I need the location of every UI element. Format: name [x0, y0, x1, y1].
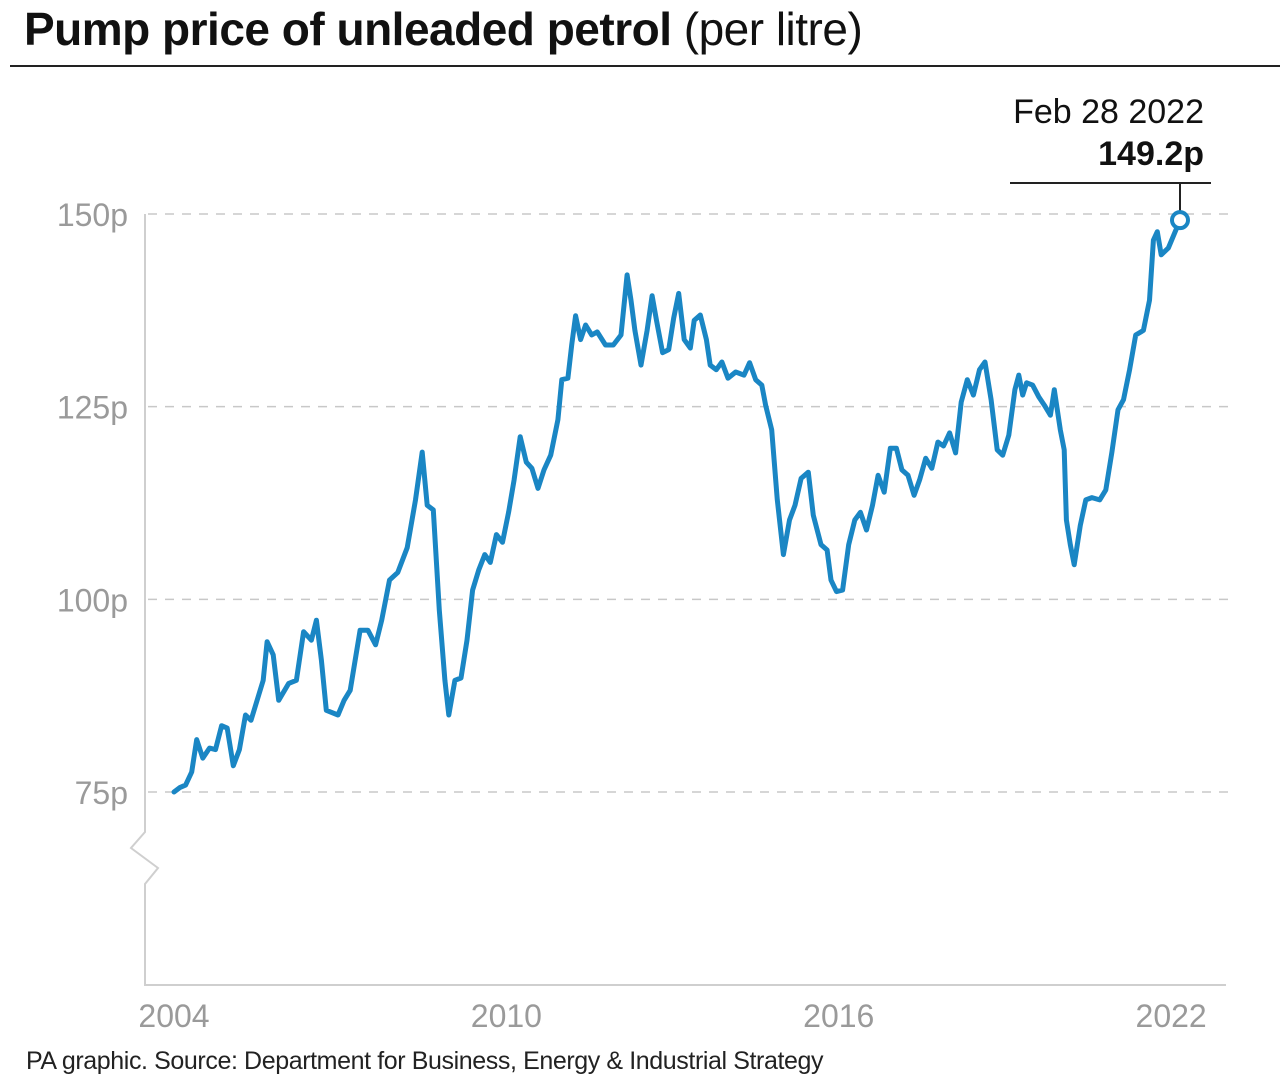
source-note: PA graphic. Source: Department for Busin… — [26, 1047, 824, 1075]
x-tick-label: 2004 — [138, 998, 209, 1034]
title-rule — [10, 65, 1280, 67]
annotation-marker — [1170, 210, 1190, 231]
x-tick-labels: 2004 2010 2016 2022 — [138, 998, 1206, 1034]
x-tick-label: 2016 — [803, 998, 874, 1034]
axes — [129, 214, 1226, 986]
x-tick-label: 2022 — [1136, 998, 1207, 1034]
y-tick-label: 125p — [57, 390, 128, 426]
chart-title: Pump price of unleaded petrol (per litre… — [24, 2, 863, 56]
chart-title-main: Pump price of unleaded petrol — [24, 3, 672, 55]
x-tick-label: 2010 — [471, 998, 542, 1034]
annotation: Feb 28 2022 149.2p — [1010, 93, 1211, 231]
annotation-date: Feb 28 2022 — [1013, 93, 1204, 131]
chart-title-sub: (per litre) — [683, 3, 863, 55]
series-line — [171, 217, 1183, 795]
y-tick-label: 150p — [57, 197, 128, 233]
y-tick-label: 75p — [75, 775, 128, 811]
y-tick-label: 100p — [57, 582, 128, 618]
axis-line-with-break — [129, 214, 1226, 986]
y-tick-labels: 75p 100p 125p 150p — [57, 197, 128, 811]
annotation-value: 149.2p — [1098, 135, 1204, 173]
